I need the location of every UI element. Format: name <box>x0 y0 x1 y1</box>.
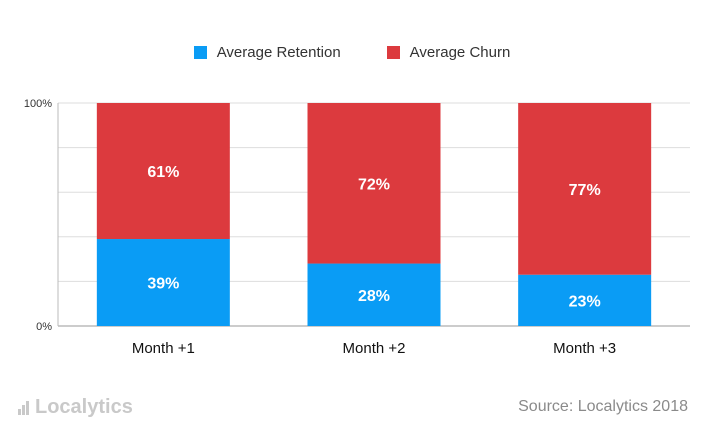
legend-item-retention: Average Retention <box>193 44 341 61</box>
data-label-retention: 23% <box>569 293 601 310</box>
bar-churn <box>96 103 230 240</box>
logo-text: Localytics <box>35 396 133 418</box>
legend-swatch-retention <box>193 46 207 59</box>
x-tick-label: Month +3 <box>553 340 616 357</box>
x-tick-label: Month +2 <box>343 340 406 357</box>
bar-churn <box>307 103 441 264</box>
legend-label-churn: Average Churn <box>409 44 511 61</box>
legend-item-churn: Average Churn <box>386 44 511 61</box>
y-tick-label: 0% <box>36 321 52 333</box>
y-tick-label: 100% <box>24 98 52 110</box>
bar-retention <box>307 263 441 326</box>
stacked-bar-chart: 100% 0% 39% 61% Month +1 28% 72% Month +2 23% 77%… <box>24 98 690 357</box>
source-note: Source: Localytics 2018 <box>518 398 688 415</box>
legend-swatch-churn <box>386 46 400 59</box>
chart-legend: Average Retention Average Churn <box>0 44 704 61</box>
legend-label-retention: Average Retention <box>216 44 341 61</box>
data-label-churn: 77% <box>569 182 601 199</box>
bar-retention <box>96 239 230 326</box>
data-label-churn: 61% <box>147 164 179 181</box>
data-label-retention: 28% <box>358 288 390 305</box>
bar-retention <box>518 274 652 326</box>
data-label-churn: 72% <box>358 176 390 193</box>
localytics-logo: Localytics <box>18 396 133 419</box>
data-label-retention: 39% <box>147 276 179 293</box>
logo-bars-icon <box>18 400 29 415</box>
x-tick-label: Month +1 <box>132 340 195 357</box>
bar-churn <box>518 103 652 275</box>
